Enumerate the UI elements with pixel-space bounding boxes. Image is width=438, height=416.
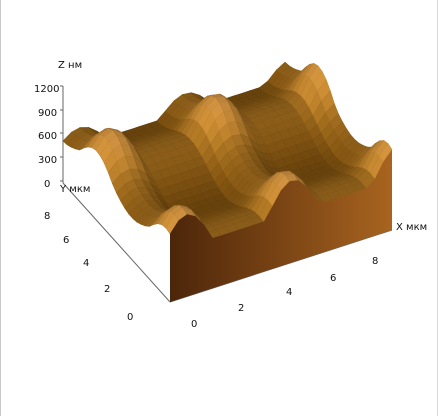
z-tick-labels: 1200 900 600 300 0	[34, 84, 59, 190]
x-axis-title: X мкм	[396, 222, 427, 233]
z-tick-label: 300	[38, 155, 57, 166]
y-axis-line	[62, 182, 171, 303]
y-tick-label: 0	[127, 312, 133, 323]
x-tick-label: 4	[286, 287, 292, 298]
x-tick-label: 8	[372, 256, 378, 267]
surface-mesh	[62, 61, 393, 302]
x-tick-labels: 0 2 4 6 8	[191, 256, 378, 330]
surface-facet	[378, 142, 393, 163]
x-tick-label: 6	[330, 273, 336, 284]
surface-front-skirt	[170, 149, 392, 302]
x-tick-label: 0	[191, 319, 197, 330]
z-tick-label: 0	[44, 179, 50, 190]
viewer-left-border	[0, 0, 1, 416]
x-tick-label: 2	[238, 303, 244, 314]
y-tick-labels: 8 6 4 2 0	[44, 211, 133, 323]
z-tick-label: 900	[38, 108, 57, 119]
y-tick-label: 6	[63, 235, 69, 246]
z-tick-label: 1200	[34, 84, 59, 95]
y-tick-label: 8	[44, 211, 50, 222]
z-tick-label: 600	[38, 131, 57, 142]
y-tick-label: 2	[104, 284, 110, 295]
z-axis-title: Z нм	[58, 60, 82, 71]
y-tick-label: 4	[83, 258, 89, 269]
axis-ticks	[60, 85, 63, 182]
y-axis-title: Y мкм	[59, 184, 90, 195]
